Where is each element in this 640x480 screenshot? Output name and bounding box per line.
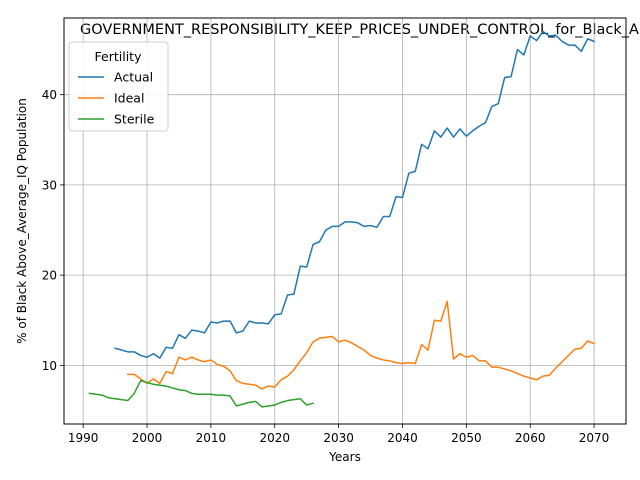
x-tick-label: 2060 — [515, 431, 546, 445]
y-axis-label: % of Black Above_Average_IQ Population — [15, 98, 29, 344]
x-tick-label: 2000 — [132, 431, 163, 445]
series-line-actual — [114, 30, 596, 359]
legend-label-actual: Actual — [114, 70, 153, 85]
gridlines — [64, 18, 626, 424]
x-tick-label: 2010 — [196, 431, 227, 445]
x-tick-label: 1990 — [68, 431, 99, 445]
series-line-sterile — [88, 379, 314, 408]
y-tick-label: 30 — [42, 178, 57, 192]
x-axis: 1990 2000 2010 2020 2030 2040 2050 2060 2070 — [68, 424, 609, 445]
y-tick-label: 20 — [42, 269, 57, 283]
legend-label-ideal: Ideal — [114, 91, 144, 106]
y-tick-label: 40 — [42, 88, 57, 102]
y-tick-label: 10 — [42, 359, 57, 373]
legend-label-sterile: Sterile — [114, 112, 155, 127]
series-layer — [88, 30, 596, 408]
chart-title: GOVERNMENT_RESPONSIBILITY_KEEP_PRICES_UN… — [80, 22, 639, 38]
x-tick-label: 2050 — [451, 431, 482, 445]
x-tick-label: 2070 — [579, 431, 610, 445]
x-tick-label: 2030 — [323, 431, 354, 445]
plot-frame — [63, 17, 627, 425]
series-line-ideal — [127, 300, 596, 390]
x-tick-label: 2040 — [387, 431, 418, 445]
legend: Fertility Actual Ideal Sterile — [68, 41, 169, 132]
y-axis: 10 20 30 40 — [42, 88, 64, 373]
legend-box — [68, 41, 169, 132]
x-tick-label: 2020 — [259, 431, 290, 445]
legend-title: Fertility — [95, 49, 143, 64]
x-axis-label: Years — [328, 450, 361, 464]
legend-items: Actual Ideal Sterile — [78, 70, 155, 127]
